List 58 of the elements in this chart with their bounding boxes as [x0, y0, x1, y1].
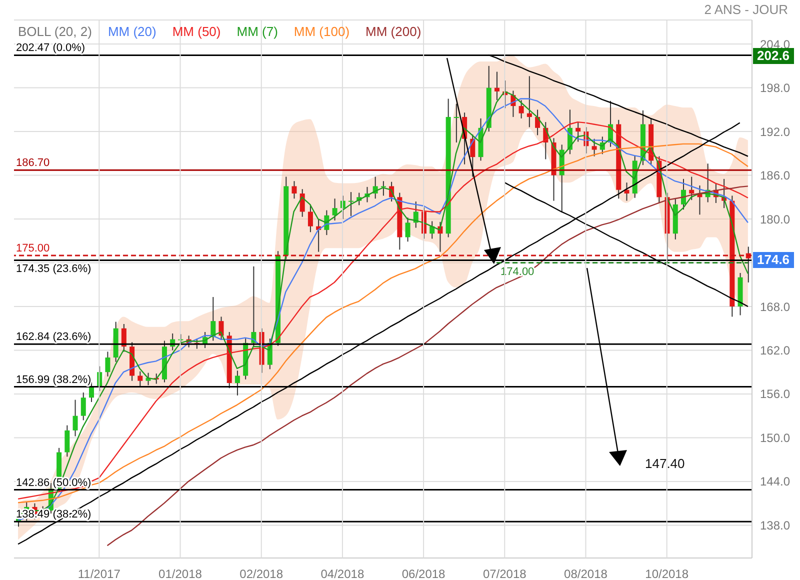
candlestick [518, 100, 524, 119]
candlestick [138, 370, 143, 388]
chart-title: 2 ANS - JOUR [704, 2, 788, 17]
candlestick [526, 76, 532, 128]
y-tick-label: 162.0 [760, 343, 790, 358]
y-tick-label: 168.0 [760, 300, 790, 314]
ref-line-label: 186.70 [16, 157, 50, 170]
ref-line-label: 202.47 (0.0%) [16, 42, 86, 54]
x-tick-label: 06/2018 [402, 567, 446, 580]
candlestick [535, 109, 540, 136]
candlestick [234, 370, 240, 396]
candlestick [454, 103, 459, 143]
candlestick [592, 138, 597, 157]
candlestick [72, 399, 78, 437]
annotation: 174.6 [753, 252, 794, 268]
candlestick [80, 392, 86, 421]
y-tick-label: 156.0 [760, 387, 790, 402]
y-tick-label: 150.0 [760, 430, 790, 445]
ref-line-label: 174.35 (23.6%) [16, 263, 92, 276]
candlestick [405, 217, 410, 242]
ref-line-label: 156.99 (38.2%) [16, 374, 92, 386]
candlestick [121, 323, 126, 352]
ref-line-label: 175.00 [16, 242, 50, 254]
x-tick-label: 01/2018 [158, 567, 202, 580]
candlestick [292, 180, 297, 200]
x-tick-label: 08/2018 [564, 567, 608, 580]
candlestick [332, 198, 338, 221]
candlestick [681, 178, 686, 210]
annotation: 202.6 [753, 48, 794, 64]
y-tick-label: 186.0 [760, 168, 790, 183]
candlestick [689, 176, 694, 201]
candlestick [308, 204, 313, 233]
text: MM (50) [172, 24, 221, 39]
candlestick [348, 192, 354, 217]
y-tick-label: 192.0 [760, 124, 790, 139]
x-tick-label: 07/2018 [482, 567, 527, 580]
text: MM (100) [294, 24, 350, 39]
candlestick [88, 381, 94, 402]
candlestick [105, 351, 110, 377]
candlestick [380, 180, 386, 196]
y-tick-label: 198.0 [760, 81, 790, 96]
x-tick-label: 04/2018 [320, 567, 364, 580]
y-tick-label: 138.0 [760, 518, 790, 532]
x-tick-label: 10/2018 [645, 567, 689, 580]
legend-title: BOLL (20, 2) [18, 24, 92, 39]
line-series [106, 186, 749, 546]
annotation: 147.40 [645, 456, 685, 471]
candlestick [494, 71, 500, 101]
candlestick [576, 122, 581, 142]
ref-line-label: 162.84 (23.6%) [16, 331, 92, 344]
y-tick-label: 180.0 [760, 212, 790, 226]
text: MM (20) [108, 24, 156, 39]
text: MM (7) [236, 24, 278, 39]
x-tick-label: 02/2018 [240, 567, 284, 580]
candlestick [64, 424, 70, 458]
y-tick-label: 144.0 [760, 474, 790, 489]
x-tick-label: 11/2017 [78, 567, 121, 580]
text: MM (200) [366, 24, 422, 39]
